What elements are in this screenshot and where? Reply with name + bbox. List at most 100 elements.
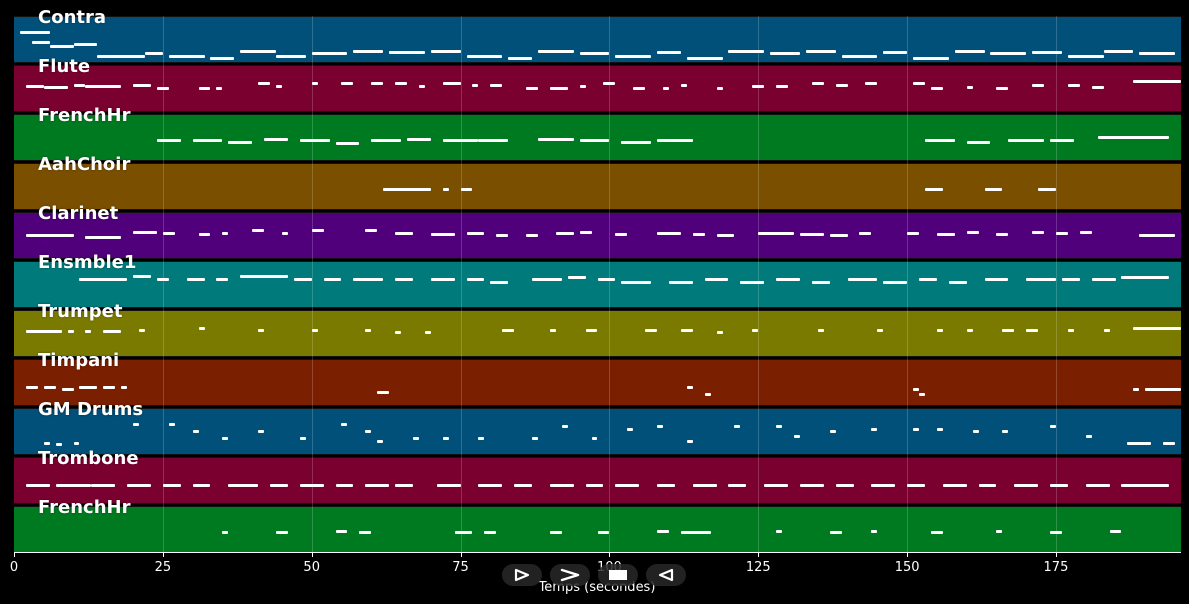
stop-button[interactable] <box>598 564 638 586</box>
note <box>216 278 229 282</box>
note <box>1026 278 1056 282</box>
x-tick <box>609 552 611 557</box>
note <box>758 231 794 235</box>
note <box>311 82 318 86</box>
note <box>365 328 372 332</box>
note <box>377 390 390 394</box>
note <box>621 140 652 144</box>
note <box>1038 187 1056 191</box>
note <box>341 423 348 427</box>
track-7 <box>14 310 1181 357</box>
note <box>627 427 634 431</box>
x-tick <box>162 552 164 557</box>
note <box>680 328 693 332</box>
note <box>67 329 74 333</box>
track-label: Clarinet <box>38 203 119 224</box>
note <box>657 50 681 54</box>
note <box>776 278 800 282</box>
note <box>835 483 854 487</box>
note <box>222 231 229 235</box>
note <box>299 483 324 487</box>
x-tick-label: 150 <box>894 560 920 575</box>
track-notes <box>14 213 1181 258</box>
note <box>490 280 509 284</box>
note <box>591 437 598 441</box>
note <box>526 234 538 238</box>
note <box>228 140 253 144</box>
note <box>579 52 610 56</box>
note <box>966 140 991 144</box>
note <box>1050 530 1062 534</box>
note <box>817 328 824 332</box>
note <box>532 278 562 282</box>
note <box>984 187 1003 191</box>
note <box>240 49 276 53</box>
rewind-button[interactable] <box>646 564 686 586</box>
piano-roll-plot: Contra Flute FrenchHr AahChoir Clarinet Ensmb… <box>14 7 1181 553</box>
note <box>686 385 693 389</box>
note <box>299 437 306 441</box>
note <box>776 425 783 429</box>
track-10 <box>14 457 1181 504</box>
note <box>442 139 479 143</box>
note <box>829 234 848 238</box>
note <box>615 232 628 236</box>
note <box>353 278 384 282</box>
play-button[interactable] <box>502 564 542 586</box>
note <box>103 329 122 333</box>
note <box>847 278 878 282</box>
note <box>228 483 259 487</box>
note <box>799 483 824 487</box>
x-tick <box>758 552 760 557</box>
track-label: FrenchHr <box>38 497 131 518</box>
forward-button[interactable] <box>550 564 590 586</box>
stop-icon <box>609 570 627 580</box>
note <box>954 49 985 53</box>
note <box>919 392 925 396</box>
track-8 <box>14 359 1181 406</box>
note <box>121 385 128 389</box>
note <box>73 441 80 445</box>
gridline <box>162 16 164 552</box>
note <box>907 483 925 487</box>
note <box>454 530 473 534</box>
note <box>1097 136 1170 140</box>
note <box>436 483 461 487</box>
note <box>1163 441 1176 445</box>
note <box>526 87 538 91</box>
note <box>1032 50 1062 54</box>
note <box>1121 276 1170 280</box>
note <box>127 483 151 487</box>
note <box>1091 278 1116 282</box>
note <box>811 82 824 86</box>
note <box>913 388 920 392</box>
note <box>585 328 598 332</box>
note <box>996 232 1009 236</box>
note <box>1121 483 1170 487</box>
note <box>645 328 658 332</box>
note <box>156 278 169 282</box>
note <box>841 54 878 58</box>
note <box>799 232 824 236</box>
track-label: GM Drums <box>38 399 144 420</box>
track-notes <box>14 507 1181 552</box>
track-label: AahChoir <box>38 154 131 175</box>
note <box>776 529 783 533</box>
note <box>168 423 175 427</box>
note <box>311 229 324 233</box>
note <box>996 87 1009 91</box>
note <box>662 87 669 91</box>
gridline <box>609 16 611 552</box>
note <box>972 430 979 434</box>
note <box>442 82 461 86</box>
playback-controls <box>502 564 686 586</box>
note <box>740 280 765 284</box>
note <box>496 234 509 238</box>
note <box>61 388 74 392</box>
note <box>924 138 955 142</box>
note <box>549 87 568 91</box>
note <box>353 49 384 53</box>
note <box>43 385 56 389</box>
note <box>907 231 920 235</box>
x-tick <box>1055 552 1057 557</box>
